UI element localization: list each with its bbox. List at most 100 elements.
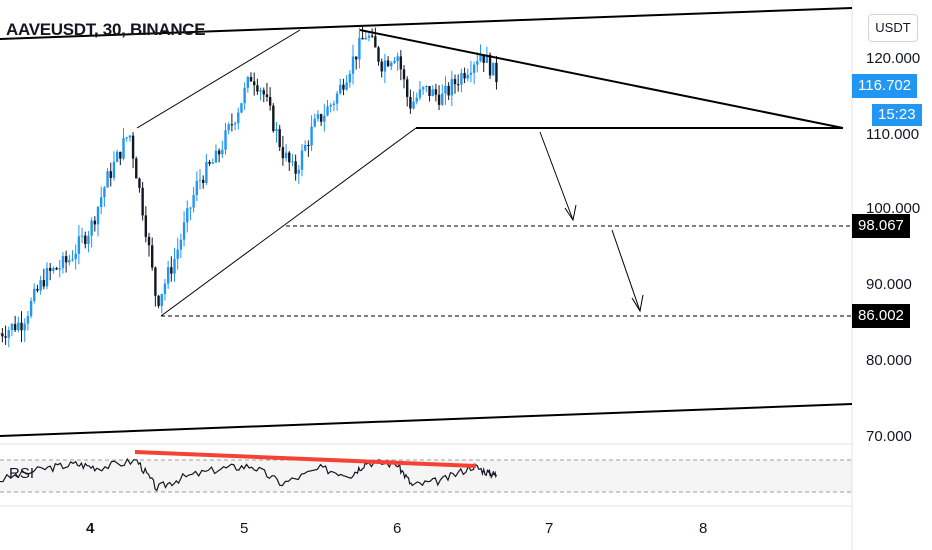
- candle-body: [246, 77, 250, 88]
- candle-body: [437, 94, 441, 105]
- candle-body: [135, 158, 138, 179]
- current-price-label: 116.702: [852, 74, 918, 98]
- candle-body: [460, 73, 463, 85]
- candle-body: [259, 90, 262, 92]
- arrow-2-shaft[interactable]: [611, 229, 641, 312]
- candle-body: [418, 89, 422, 98]
- candle-body: [335, 93, 339, 104]
- arrow-2-head: [631, 294, 644, 313]
- drawing-tools[interactable]: [0, 7, 853, 437]
- upper-wedge-line[interactable]: [0, 7, 853, 40]
- candle-body: [402, 69, 406, 80]
- symbol-title: AAVEUSDT, 30, BINANCE: [6, 20, 206, 39]
- candle-body: [319, 114, 323, 122]
- candle-body: [20, 322, 23, 331]
- candle-body: [144, 215, 148, 237]
- price-tick: 70.000: [866, 428, 912, 445]
- candle-body: [141, 187, 144, 216]
- candle-body: [87, 235, 90, 245]
- candle-body: [106, 171, 109, 188]
- candle-body: [163, 283, 167, 295]
- candle-body: [109, 171, 112, 178]
- arrow-1-head: [564, 204, 577, 222]
- candle-body: [195, 180, 199, 195]
- candle-body: [313, 118, 316, 127]
- candle-body: [488, 54, 492, 76]
- candle-body: [348, 73, 352, 83]
- candle-body: [10, 323, 14, 331]
- candle-body: [189, 207, 192, 209]
- candle-body: [345, 82, 348, 90]
- candle-body: [52, 267, 55, 271]
- candle-body: [284, 152, 288, 159]
- candle-body: [230, 124, 234, 126]
- candle-body: [281, 147, 285, 159]
- candle-body: [492, 62, 495, 76]
- candle-body: [370, 35, 374, 37]
- candle-body: [339, 84, 342, 94]
- candle-body: [103, 187, 106, 198]
- candle-body: [198, 179, 202, 181]
- candle-body: [307, 144, 310, 146]
- time-tick: 5: [240, 520, 249, 537]
- price-tick: 80.000: [866, 352, 912, 369]
- candle-body: [361, 37, 364, 40]
- candle-body: [157, 295, 160, 306]
- candle-body: [166, 267, 170, 284]
- candle-body: [90, 220, 93, 236]
- candle-body: [412, 101, 415, 109]
- rsi-trend-line[interactable]: [134, 450, 477, 468]
- candle-body: [182, 222, 186, 240]
- time-tick: 4: [86, 520, 95, 537]
- triangle-upper-line[interactable]: [359, 29, 844, 129]
- candle-body: [428, 86, 431, 97]
- candle-body: [476, 61, 479, 65]
- candle-body: [221, 149, 224, 155]
- currency-unit-button[interactable]: USDT: [868, 14, 918, 42]
- time-tick: 7: [545, 520, 554, 537]
- candle-body: [390, 62, 393, 67]
- candle-body: [351, 56, 355, 74]
- candle-body: [131, 135, 135, 159]
- candle-body: [58, 268, 61, 270]
- candle-body: [214, 150, 218, 163]
- candle-body: [300, 150, 304, 170]
- candle-body: [176, 249, 179, 259]
- candle-body: [409, 96, 412, 109]
- arrow-1-shaft[interactable]: [539, 131, 574, 221]
- candle-body: [466, 74, 469, 79]
- candle-body: [227, 124, 230, 131]
- candle-body: [100, 197, 103, 207]
- candle-body: [297, 169, 301, 174]
- candle-body: [253, 81, 256, 86]
- candle-body: [80, 235, 84, 237]
- candle-body: [122, 138, 125, 159]
- candle-body: [393, 60, 396, 63]
- candle-body: [444, 85, 447, 94]
- rsi-label: RSI: [9, 465, 35, 482]
- channel-lower-line[interactable]: [160, 127, 417, 317]
- candle-body: [49, 267, 52, 271]
- candle-body: [186, 208, 189, 223]
- candle-body: [33, 288, 36, 301]
- candle-body: [434, 89, 438, 95]
- candle-body: [415, 97, 418, 102]
- price-tick: 90.000: [866, 276, 912, 293]
- channel-upper-line[interactable]: [136, 29, 301, 129]
- candle-body: [453, 79, 457, 85]
- candle-body: [84, 235, 87, 245]
- candle-body: [173, 258, 176, 274]
- candle-body: [367, 35, 371, 38]
- price-tick: 120.000: [866, 50, 921, 67]
- candle-body: [202, 179, 205, 184]
- lower-wedge-line[interactable]: [0, 403, 853, 437]
- candle-body: [323, 115, 326, 122]
- candle-body: [316, 114, 320, 119]
- candle-body: [13, 323, 17, 331]
- candle-body: [26, 316, 30, 324]
- candle-body: [233, 123, 237, 125]
- candle-body: [421, 87, 425, 90]
- candle-body: [237, 112, 240, 124]
- candle-body: [450, 79, 454, 96]
